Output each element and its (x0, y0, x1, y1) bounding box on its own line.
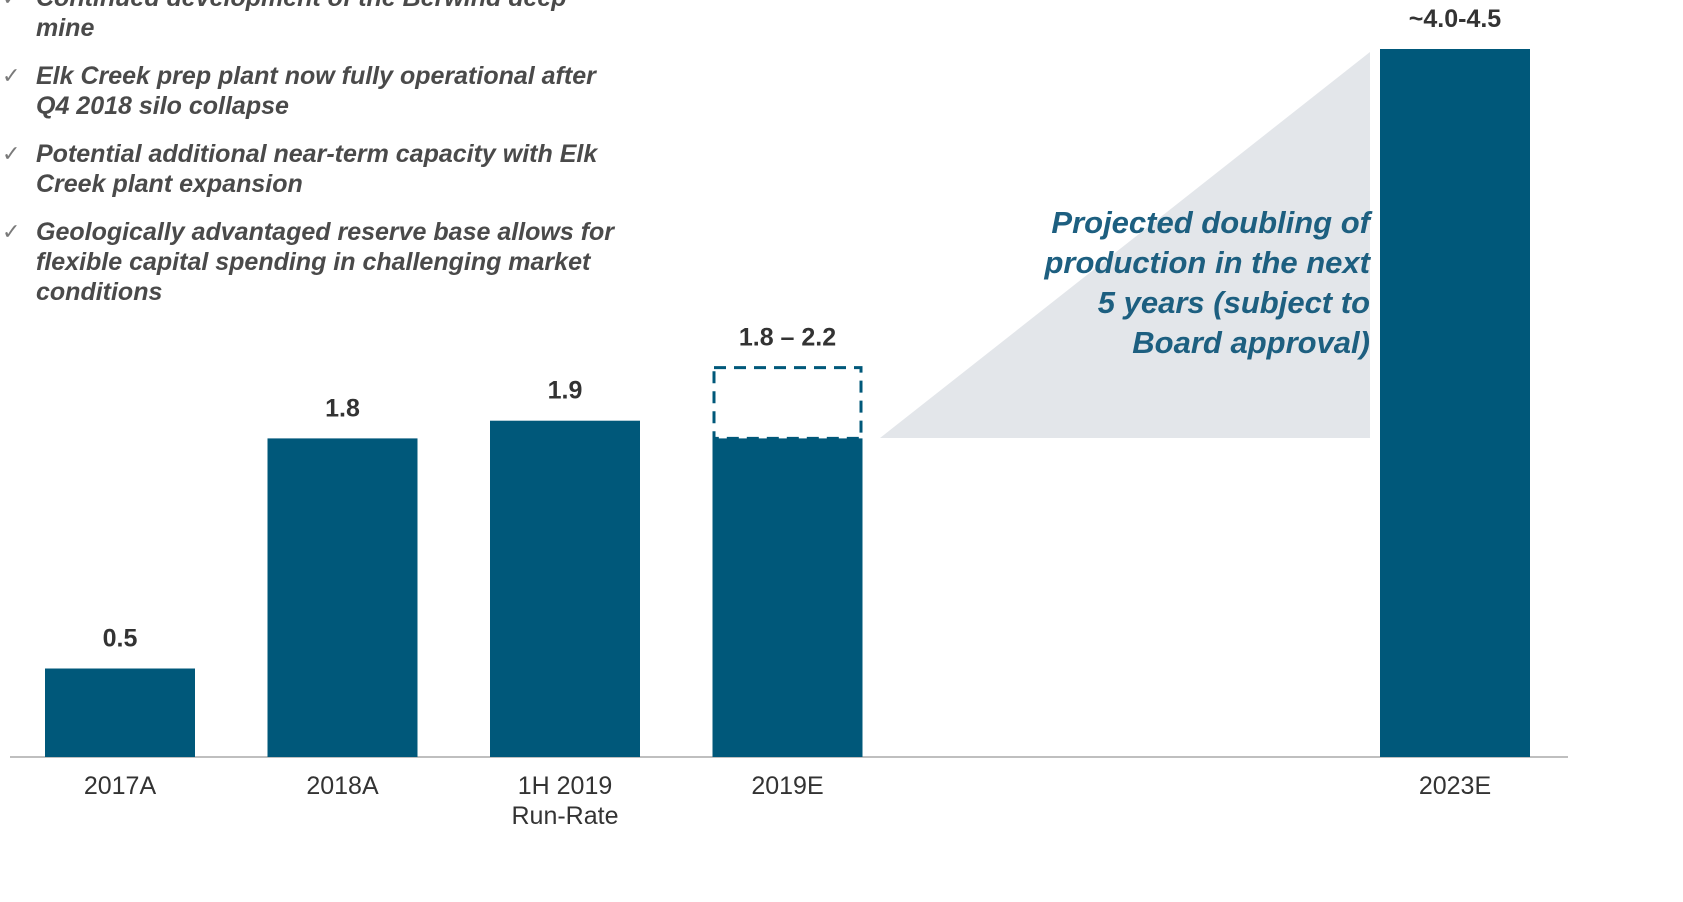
x-tick-label: 2017A (83, 772, 157, 800)
x-tick-label: 2019E (751, 772, 824, 800)
bar (490, 420, 640, 757)
x-tick-label: 2023E (1418, 772, 1492, 800)
bullet: Elk Creek prep plant now fully operation… (0, 61, 620, 121)
growth-wedge (880, 52, 1370, 438)
bullet: Potential additional near-term capacity … (0, 139, 620, 199)
range-box (712, 366, 863, 440)
x-tick-label: 2018A (306, 772, 379, 800)
bar (45, 668, 195, 757)
value-label: 1.8 (325, 394, 360, 422)
value-label: 1.8 – 2.2 (739, 324, 836, 352)
bullet-list: Continued development of the Berwind dee… (0, 0, 620, 325)
value-label: 0.5 (103, 625, 138, 653)
bullet: Continued development of the Berwind dee… (0, 0, 620, 43)
bar (712, 438, 863, 757)
value-label: ~4.0-4.5 (1409, 5, 1502, 33)
annotation: Projected doubling of production in the … (1044, 205, 1371, 360)
value-label: 1.9 (548, 377, 583, 405)
x-tick-label: 1H 2019 Run-Rate (511, 772, 619, 830)
bar (267, 438, 418, 757)
bar (1380, 49, 1530, 757)
bullet: Geologically advantaged reserve base all… (0, 217, 620, 307)
